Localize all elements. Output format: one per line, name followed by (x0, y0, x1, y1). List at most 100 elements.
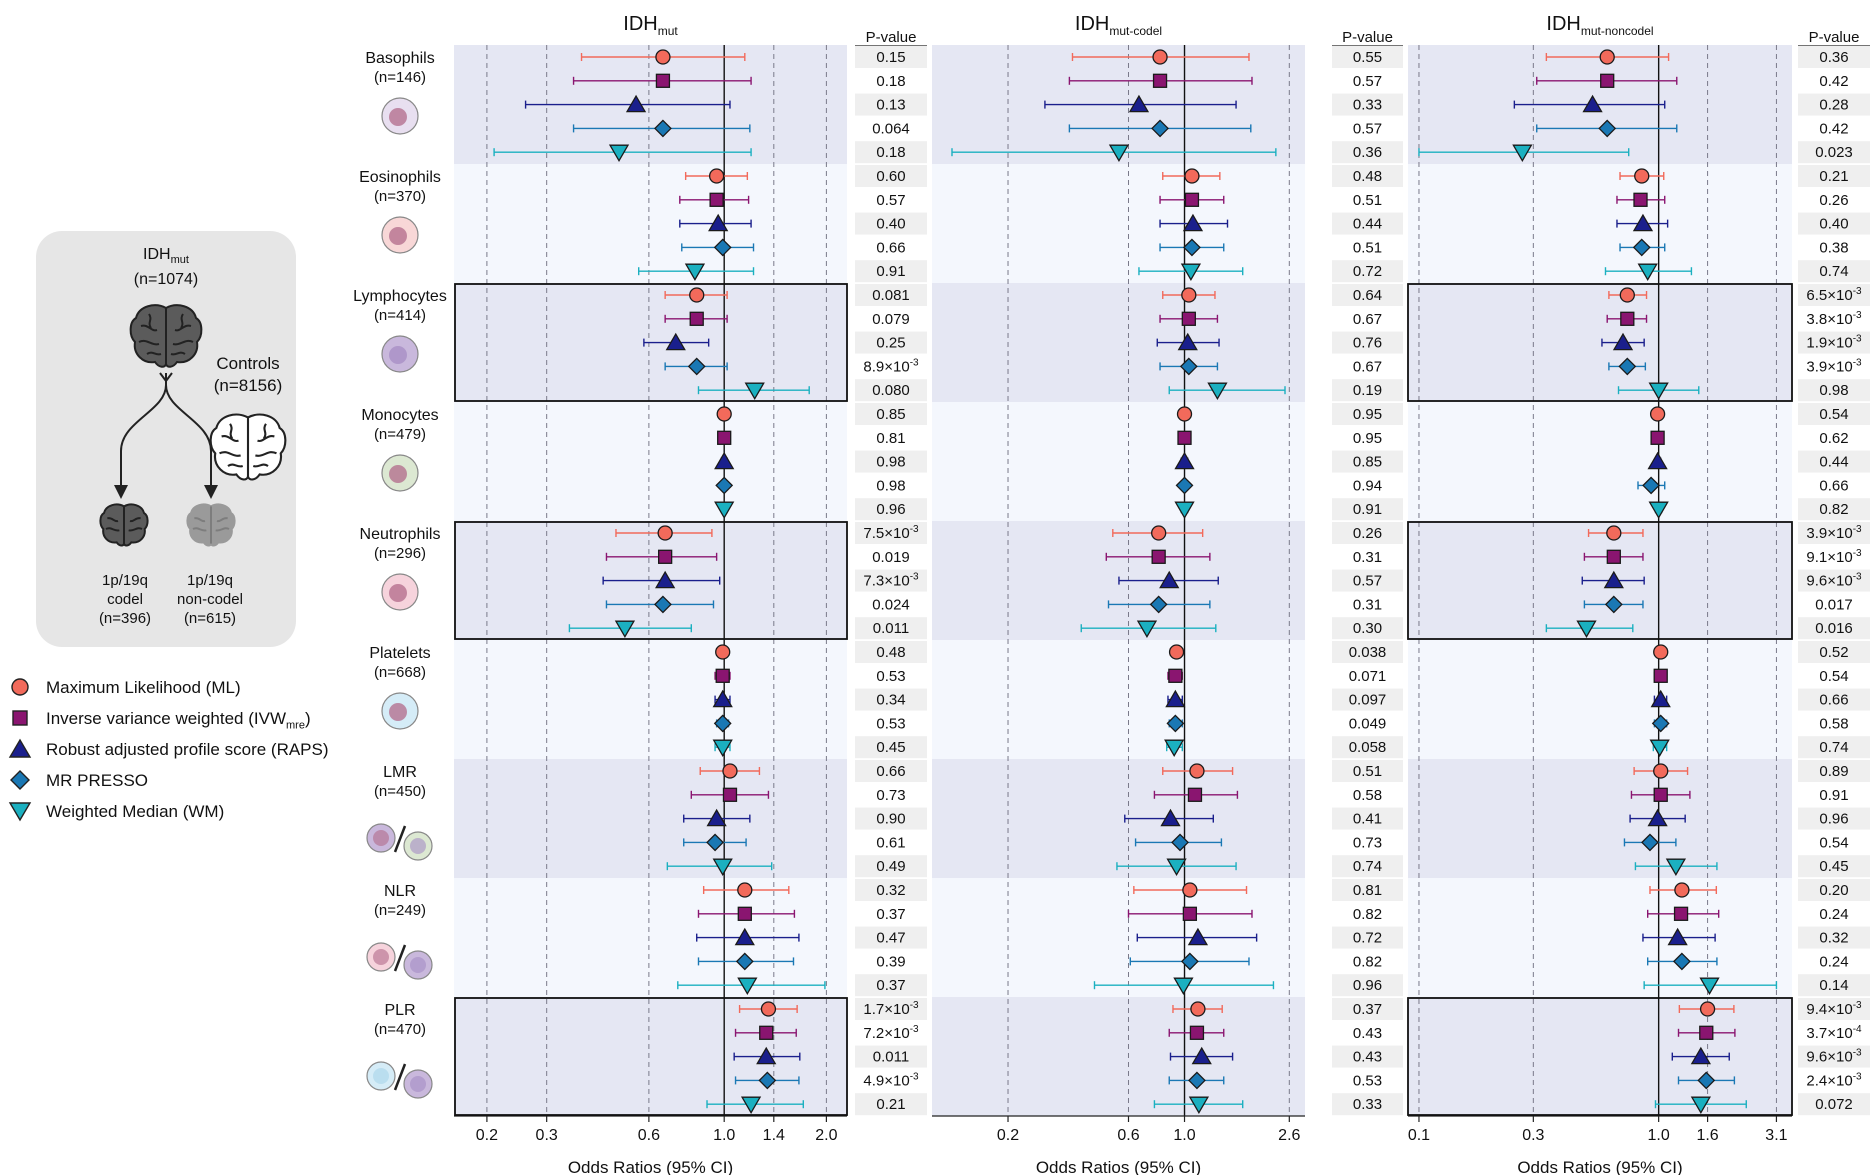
pvalue-text: 1.7×10-3 (863, 1000, 919, 1018)
pvalue-mantissa: 0.44 (1353, 216, 1382, 233)
wm-marker (1648, 382, 1669, 400)
pvalue-text: 0.72 (1353, 263, 1382, 280)
pvalue-cell-bg (1798, 498, 1870, 521)
pvalue-cell-bg (855, 403, 927, 425)
cell-type-name: LMR (383, 764, 417, 781)
pvalue-cell-bg (1332, 450, 1403, 473)
presso-marker (735, 952, 754, 971)
pvalue-mantissa: 0.26 (1819, 192, 1848, 209)
pvalue-exponent: -3 (910, 524, 919, 535)
pvalue-text: 0.40 (876, 216, 905, 233)
forest-group-lmr: 0.89 0.91 0.96 0.54 0.45 (1623, 760, 1870, 878)
presso-marker (1180, 952, 1199, 971)
pvalue-mantissa: 9.1 (1806, 549, 1827, 566)
pvalue-mantissa: 0.25 (876, 335, 905, 352)
raps-marker (712, 689, 733, 708)
pvalue-mantissa: 0.54 (1819, 406, 1848, 423)
raps-marker (655, 570, 676, 589)
pvalue-mantissa: 2.4 (1806, 1072, 1827, 1089)
forest-group-lymphocytes: 0.081 0.079 0.25 8.9×10-3 0.080 (643, 284, 927, 402)
pvalue-cell-bg (1332, 498, 1403, 521)
pvalue-times-ten: ×10 (884, 1025, 909, 1042)
pvalue-cell-bg (1798, 641, 1870, 663)
pvalue-text: 0.14 (1819, 977, 1848, 994)
pvalue-mantissa: 0.32 (1819, 930, 1848, 947)
ivw-marker (655, 73, 671, 88)
pvalue-text: 0.21 (1819, 168, 1848, 185)
noncodel-line-1: 1p/19q (187, 572, 233, 589)
pvalue-mantissa: 0.019 (872, 549, 910, 566)
pvalue-mantissa: 4.9 (863, 1072, 884, 1089)
legend-label-ivw-sub: mre (286, 719, 305, 732)
pvalue-cell-bg (855, 569, 927, 592)
pvalue-mantissa: 0.024 (872, 596, 910, 613)
pvalue-cell-bg (1798, 522, 1870, 544)
ml-marker (1606, 525, 1622, 541)
forest-group-monocytes: 0.85 0.81 0.98 0.98 0.96 (714, 403, 927, 521)
pvalue-text: 0.67 (1353, 358, 1382, 375)
panel-title: IDHmut-codel (1075, 13, 1162, 38)
codel-line-1: 1p/19q (102, 572, 148, 589)
ml-marker (715, 644, 731, 660)
cell-nucleus-shape (410, 1076, 426, 1092)
pvalue-text: 0.011 (873, 620, 909, 637)
pvalue-text: 0.58 (1819, 715, 1848, 732)
forest-group-lmr: 0.51 0.58 0.41 0.73 0.74 (1116, 760, 1403, 878)
pvalue-mantissa: 3.9 (1806, 525, 1827, 542)
raps-marker (1647, 451, 1668, 470)
pvalue-mantissa: 0.28 (1819, 97, 1848, 114)
pvalue-text: 0.25 (876, 335, 905, 352)
pvalue-mantissa: 7.2 (863, 1025, 884, 1042)
pvalue-text: 4.9×10-3 (863, 1071, 919, 1089)
x-tick-label: 1.0 (713, 1127, 735, 1144)
legend-label-ivw-text: Inverse variance weighted (IVW (46, 709, 286, 728)
pvalue-exponent: -3 (910, 1024, 919, 1035)
controls-text: Controls (216, 354, 280, 373)
pvalue-text: 0.023 (1815, 144, 1853, 161)
pvalue-mantissa: 0.079 (872, 311, 910, 328)
legend-label-raps: Robust adjusted profile score (RAPS) (46, 740, 329, 759)
significance-highlight-box (1407, 521, 1793, 640)
cell-illustration-icon (366, 942, 433, 980)
pvalue-text: 0.21 (876, 1096, 905, 1113)
codel-brain-icon (98, 501, 150, 554)
raps-marker (1667, 927, 1688, 946)
presso-marker (1632, 238, 1651, 257)
pvalue-mantissa: 0.74 (1819, 739, 1848, 756)
pvalue-mantissa: 0.023 (1815, 144, 1853, 161)
group-band (1408, 164, 1792, 283)
pvalue-mantissa: 0.18 (876, 144, 905, 161)
ivw-marker (1182, 906, 1198, 921)
pvalue-mantissa: 0.95 (1353, 430, 1382, 447)
controls-count: (n=8156) (213, 376, 283, 395)
pvalue-mantissa: 0.58 (1353, 787, 1382, 804)
cell-nucleus-shape (389, 703, 407, 721)
pvalue-text: 0.33 (1353, 97, 1382, 114)
pvalue-text: 0.49 (876, 858, 905, 875)
pvalue-text: 0.95 (1353, 430, 1382, 447)
forest-group-monocytes: 0.95 0.95 0.85 0.94 0.91 (1174, 403, 1403, 521)
pvalue-times-ten: ×10 (1827, 1001, 1852, 1018)
presso-marker (1642, 476, 1661, 495)
pvalue-mantissa: 0.94 (1353, 477, 1382, 494)
cell-type-label-plr: PLR (n=470) (366, 1002, 433, 1099)
pvalue-times-ten: ×10 (884, 573, 909, 590)
forest-group-plr: 0.37 0.43 0.43 0.53 0.33 (1153, 998, 1403, 1116)
ml-marker (708, 168, 725, 184)
pvalue-mantissa: 0.53 (1353, 1072, 1382, 1089)
pvalue-header: P-value (1809, 29, 1860, 46)
pvalue-text: 0.40 (1819, 216, 1848, 233)
pvalue-cell-bg (855, 498, 927, 521)
wm-marker (1637, 263, 1658, 281)
significance-highlight-box (1407, 997, 1793, 1116)
wm-marker (1512, 144, 1533, 162)
pvalue-text: 0.31 (1353, 596, 1382, 613)
pvalue-exponent: -3 (910, 357, 919, 368)
pvalue-cell-bg (855, 522, 927, 544)
raps-marker (1632, 213, 1654, 232)
pvalue-text: 3.9×10-3 (1806, 524, 1862, 542)
pvalue-times-ten: ×10 (1827, 1072, 1852, 1089)
cell-type-name: NLR (384, 883, 416, 900)
ml-marker (1653, 644, 1669, 660)
pvalue-mantissa: 0.54 (1819, 834, 1848, 851)
